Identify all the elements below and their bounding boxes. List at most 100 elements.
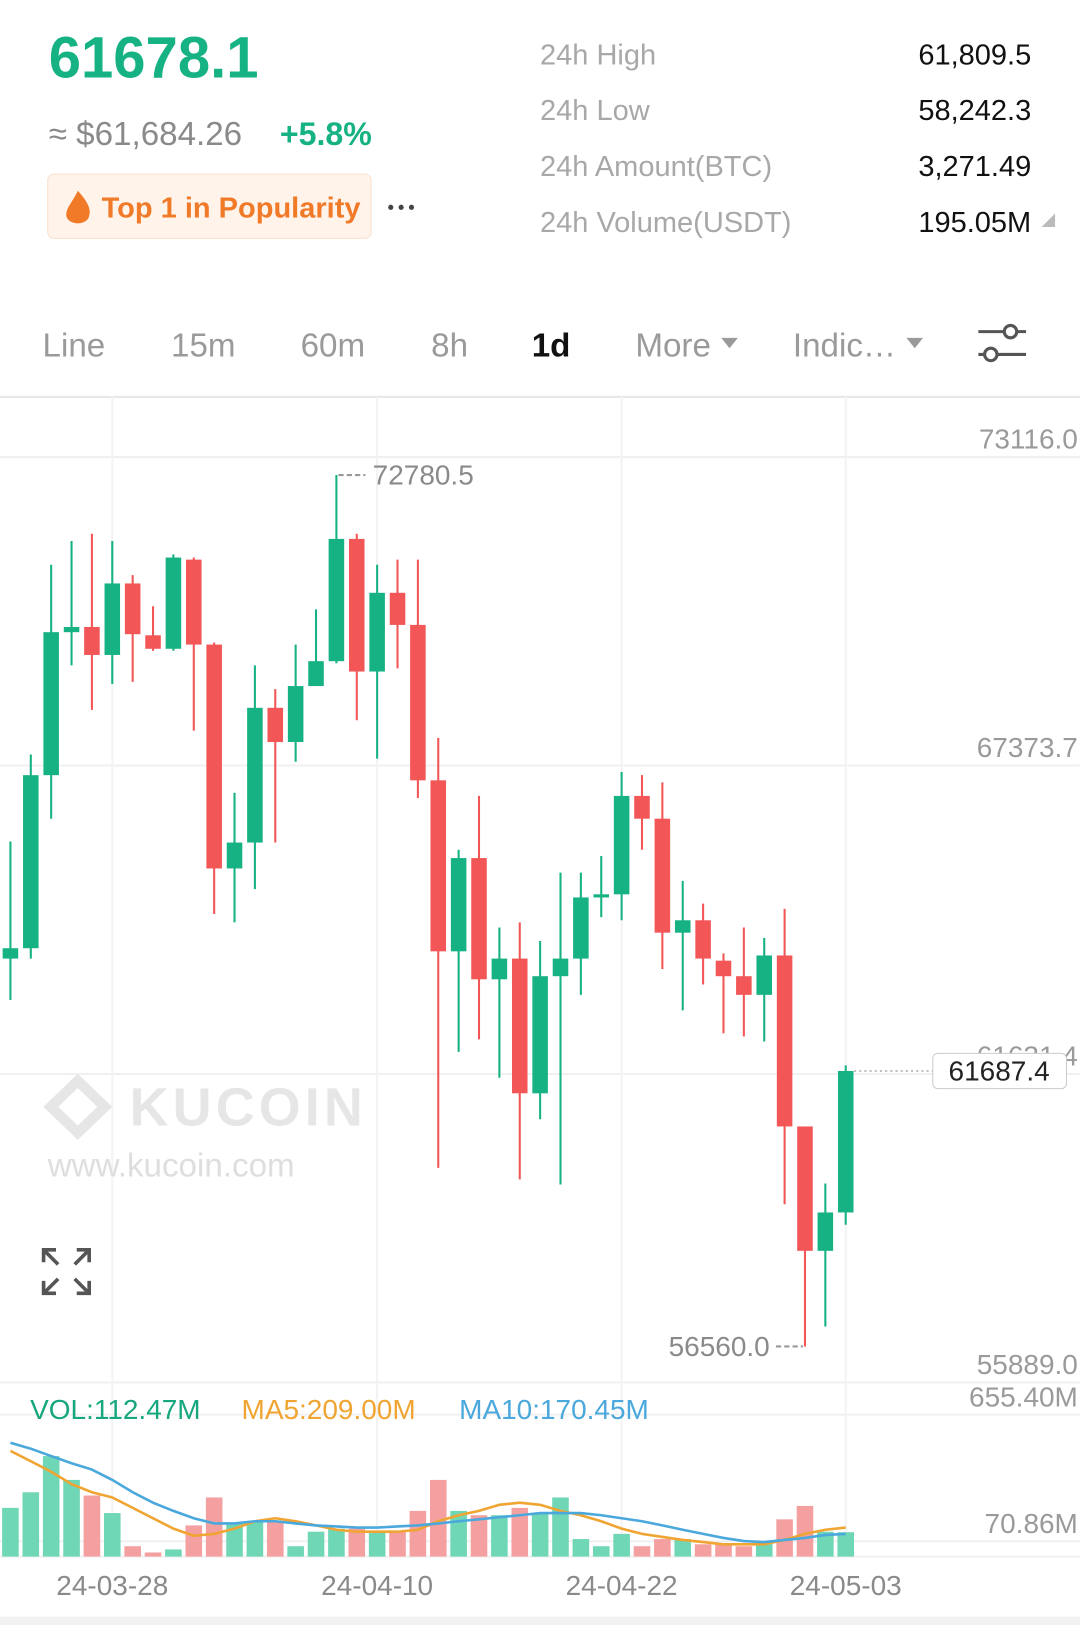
volume-bar [633,1546,651,1557]
last-price: 61678.1 [49,26,259,91]
min-label: 56560.0 [669,1331,770,1362]
candle-body [369,592,385,672]
candle-body [593,894,610,898]
volume-bar [817,1531,834,1557]
stat-value: 61,809.5 [918,39,1031,71]
volume-bar [124,1546,141,1557]
volume-bar [144,1552,162,1557]
volume-bar [389,1531,406,1557]
volume-bar [796,1505,814,1557]
volume-bar [592,1546,610,1557]
stat-label: 24h High [540,39,656,71]
dot [408,204,415,210]
stat-value: 3,271.49 [918,151,1031,183]
candle-body [837,1070,854,1213]
volume-bar [63,1479,80,1557]
volume-bar [328,1528,345,1557]
candle-body [84,626,100,655]
arrow [73,1277,92,1296]
volume-bar [368,1531,386,1557]
change: +5.8% [280,116,372,152]
tab[interactable]: More [635,328,711,365]
candle-body [736,976,752,995]
candle-body [267,707,284,743]
candle-body [695,920,711,959]
bottom-bar [0,1616,1080,1625]
volume-bar [42,1456,60,1557]
candle-body [104,583,121,655]
candle-body [2,948,19,959]
legend-entry: MA5:209.00M [242,1394,416,1425]
candle-body [674,920,691,933]
y-tick-label: 73116.0 [979,424,1078,455]
legend-entry: MA10:170.45M [459,1394,649,1425]
candle-body [634,795,650,819]
candle-body [471,858,487,980]
settings-icon[interactable] [978,323,1027,363]
price-tag [932,1052,1067,1090]
candle-body [532,976,548,1094]
candle-body [63,626,80,633]
dropdown-caret [721,337,738,349]
volume-bar [491,1515,508,1557]
candle-body [573,897,589,959]
candle-body [817,1212,834,1251]
watermark: KUCOIN www.kucoin.com [43,1073,363,1184]
max-label: 72780.5 [373,459,474,490]
candle-body [389,592,406,625]
corner-triangle [1041,213,1056,227]
expand-icon[interactable] [41,1248,92,1296]
volume-bar [287,1546,304,1557]
fiat-price: ≈ $61,684.26 [49,116,242,153]
dropdown-caret [906,337,924,349]
dot [398,204,404,210]
volume-bar [674,1539,692,1557]
volume-bar [613,1533,630,1557]
y-tick-label: 67373.7 [977,732,1078,763]
labels: 73116.067373.761631.455889.072780.556560… [30,424,1078,1601]
candle-body [654,818,671,933]
x-tick-label: 24-04-22 [566,1570,678,1601]
stat-value: 58,242.3 [918,95,1031,127]
stat-value: 195.05M [918,207,1031,239]
volume-bar [837,1532,855,1557]
volume-bar [511,1507,529,1557]
candle-body [328,538,345,662]
candle-body [613,795,630,895]
candle-body [797,1126,813,1251]
arrow [73,1248,92,1266]
candle-body [715,960,732,977]
tab[interactable]: Line [43,328,106,365]
candle-body [348,538,365,672]
badge-bg [47,173,372,239]
volume-bar [552,1497,569,1557]
volume-bar [103,1513,121,1557]
volume-bar [694,1544,712,1557]
icon-knob [1002,323,1019,340]
candle-body [410,624,426,781]
tab[interactable]: Indic… [793,328,896,365]
y-tick-label: 55889.0 [977,1349,1078,1380]
volume-bar [531,1513,549,1557]
tab[interactable]: 15m [171,328,236,365]
volume-bar [246,1521,264,1557]
candle-body [226,842,243,869]
volume-bar [470,1515,488,1557]
tab[interactable]: 8h [431,328,468,365]
candle-body [287,686,304,743]
more-dots[interactable] [388,204,415,210]
volume-bar [715,1544,732,1557]
tab[interactable]: 60m [301,328,366,365]
volume-bar [165,1549,182,1557]
arrow [41,1277,60,1296]
price-tag-text: 61687.4 [949,1055,1050,1086]
x-tick-label: 24-04-10 [321,1570,433,1601]
badge[interactable]: Top 1 in Popularity [47,173,372,239]
logo [43,1073,113,1140]
candle-body [552,958,569,977]
y-tick-label: 655.40M [969,1381,1078,1412]
tab[interactable]: 1d [532,328,571,365]
